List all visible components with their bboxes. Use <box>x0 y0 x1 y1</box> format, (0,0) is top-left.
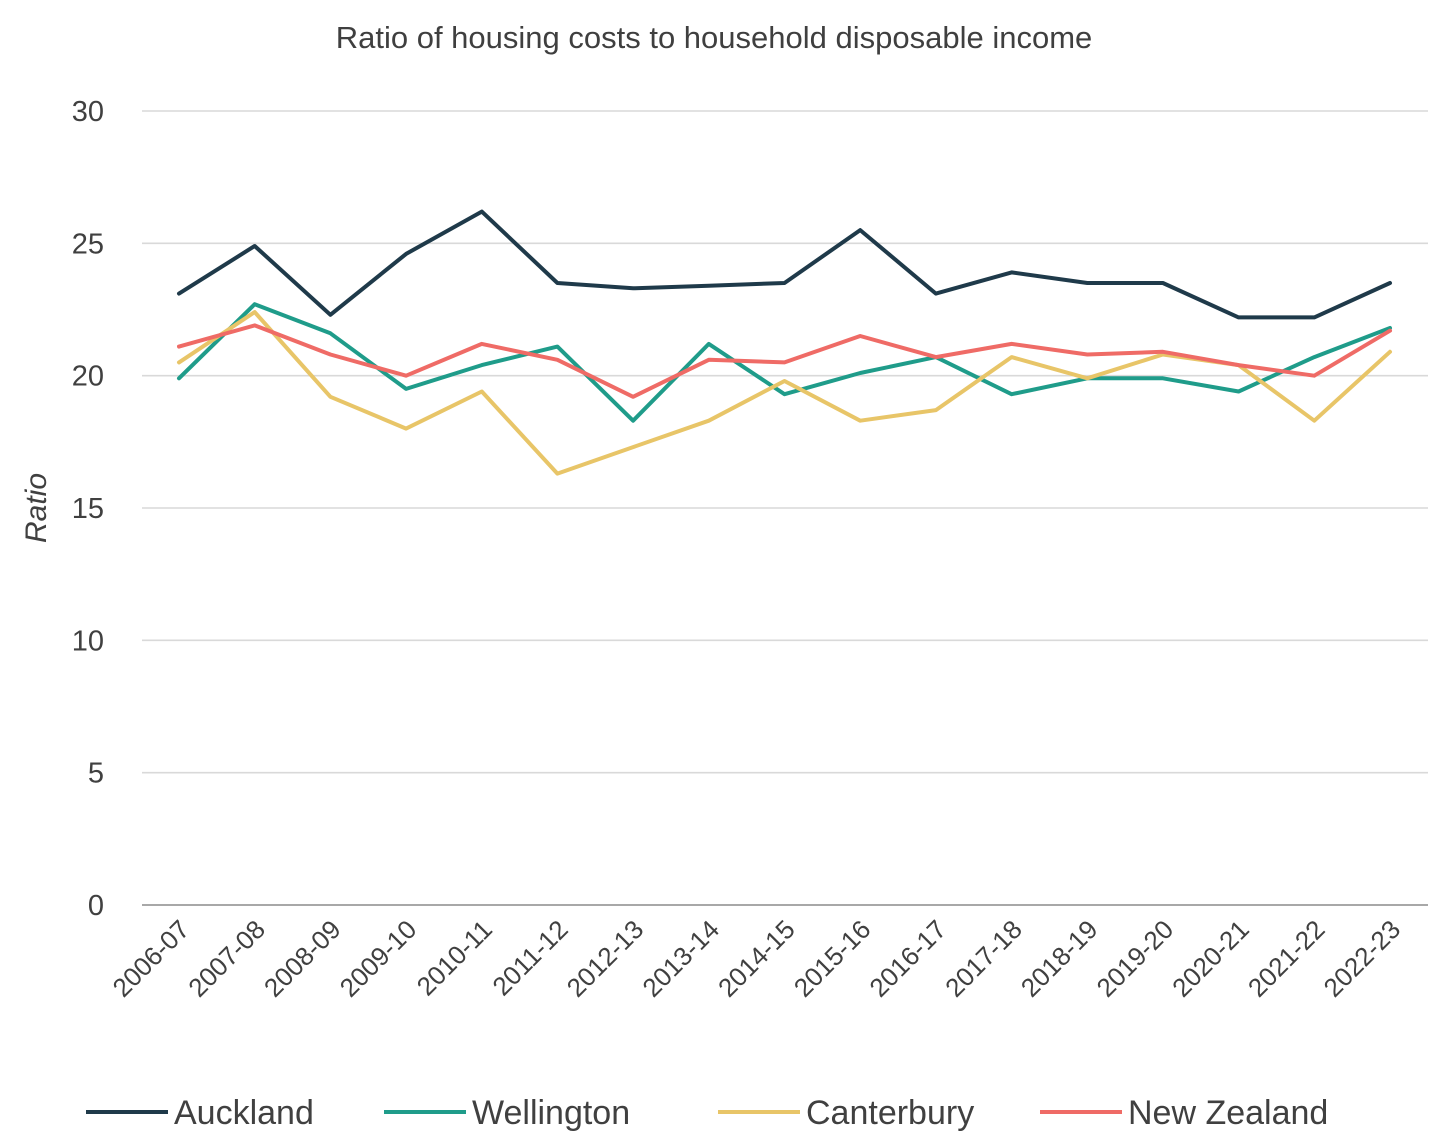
x-tick-label: 2022-23 <box>1318 914 1407 1003</box>
gridlines <box>142 110 1428 906</box>
legend: Auckland Wellington Canterbury New Zealand <box>86 1094 1328 1132</box>
x-tick-label: 2019-20 <box>1090 914 1179 1003</box>
series-line-auckland <box>177 209 1392 320</box>
chart-title: Ratio of housing costs to household disp… <box>336 20 1093 55</box>
y-tick-label: 30 <box>72 96 104 128</box>
x-tick-label: 2006-07 <box>107 914 196 1003</box>
legend-item: New Zealand <box>1040 1094 1328 1132</box>
x-tick-label: 2010-11 <box>411 914 498 1001</box>
x-axis-ticks: 2006-072007-082008-092009-102010-112011-… <box>107 914 1407 1003</box>
y-tick-label: 0 <box>88 890 104 922</box>
x-tick-label: 2013-14 <box>636 914 725 1003</box>
legend-label: Auckland <box>174 1094 314 1132</box>
x-tick-label: 2021-22 <box>1242 914 1331 1003</box>
y-tick-label: 10 <box>72 625 104 657</box>
x-tick-label: 2018-19 <box>1015 914 1104 1003</box>
x-tick-label: 2016-17 <box>863 914 952 1003</box>
x-tick-label: 2015-16 <box>788 914 877 1003</box>
x-tick-label: 2012-13 <box>561 914 650 1003</box>
legend-item: Wellington <box>384 1094 630 1132</box>
y-tick-label: 5 <box>88 758 104 790</box>
legend-label: Wellington <box>472 1094 630 1132</box>
legend-label: Canterbury <box>806 1094 974 1132</box>
x-tick-label: 2020-21 <box>1166 914 1255 1003</box>
series-lines <box>177 209 1392 476</box>
x-tick-label: 2011-12 <box>486 914 573 1001</box>
y-axis-label: Ratio <box>20 473 53 543</box>
y-tick-label: 25 <box>72 228 104 260</box>
x-tick-label: 2009-10 <box>334 914 423 1003</box>
x-tick-label: 2008-09 <box>258 914 347 1003</box>
y-tick-label: 15 <box>72 493 104 525</box>
legend-item: Canterbury <box>718 1094 974 1132</box>
legend-label: New Zealand <box>1128 1094 1328 1132</box>
legend-item: Auckland <box>86 1094 314 1132</box>
series-line-new-zealand <box>177 323 1392 399</box>
y-tick-label: 20 <box>72 361 104 393</box>
y-axis-ticks: 0 5 10 15 20 25 30 <box>72 96 104 922</box>
x-tick-label: 2017-18 <box>939 914 1028 1003</box>
x-tick-label: 2007-08 <box>182 914 271 1003</box>
x-tick-label: 2014-15 <box>712 914 801 1003</box>
